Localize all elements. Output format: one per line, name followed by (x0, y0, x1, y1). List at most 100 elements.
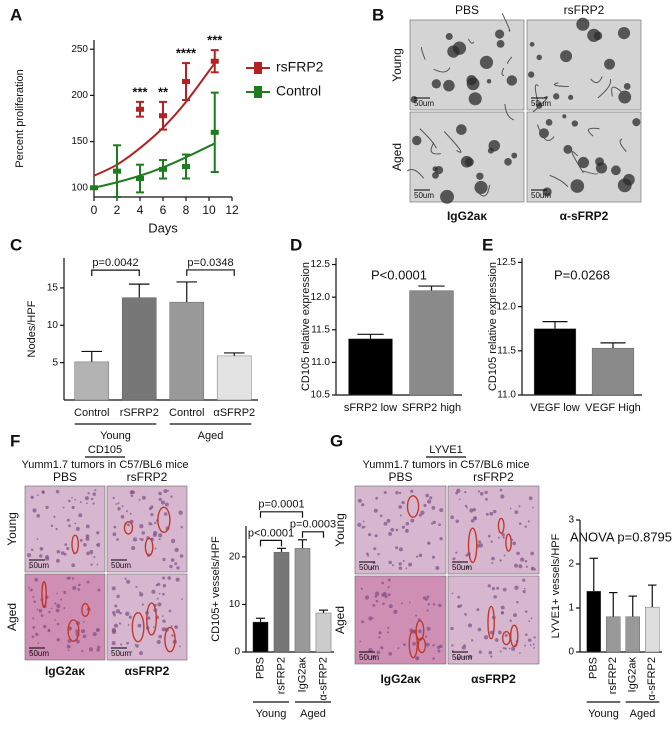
texture (493, 595, 497, 599)
texture (83, 542, 87, 547)
bracket (301, 531, 325, 538)
texture (443, 79, 455, 92)
texture (530, 551, 534, 556)
panel-letter: B (372, 5, 384, 24)
texture (457, 605, 460, 608)
y-axis-label: CD105+ vessels/HPF (210, 536, 222, 642)
texture (111, 586, 116, 591)
point (159, 113, 167, 119)
texture (93, 555, 96, 559)
bar (409, 290, 454, 396)
x-tick-label: SFRP2 high (402, 402, 461, 414)
texture (425, 635, 428, 638)
texture (520, 557, 525, 562)
texture (461, 645, 466, 650)
bar (591, 347, 635, 396)
texture (405, 521, 410, 526)
texture (516, 600, 519, 604)
texture (74, 498, 76, 501)
texture (472, 507, 477, 512)
texture (150, 505, 154, 509)
texture (85, 524, 90, 529)
texture (511, 646, 516, 651)
y-tick-label: 11.0 (311, 357, 330, 368)
bar (216, 355, 252, 401)
texture (130, 494, 134, 498)
texture (491, 562, 494, 564)
texture (71, 505, 75, 510)
texture (88, 647, 94, 652)
texture (56, 550, 61, 554)
texture (131, 612, 145, 643)
y-axis-label: Nodes/HPF (26, 300, 38, 357)
y-tick-label: 0 (568, 647, 574, 658)
texture (382, 591, 387, 596)
texture (45, 556, 50, 561)
x-tick-label: Control (169, 407, 204, 419)
texture (388, 651, 393, 656)
y-tick-label: 12.5 (311, 259, 331, 270)
texture (77, 588, 81, 591)
texture (479, 55, 494, 69)
texture (456, 656, 461, 661)
texture (32, 508, 37, 513)
texture (176, 566, 180, 570)
texture (174, 547, 179, 553)
texture (477, 540, 482, 544)
x-tick-label: Control (74, 407, 109, 419)
x-tick-label: rSFRP2 (120, 407, 159, 419)
texture (467, 623, 473, 628)
texture (147, 616, 151, 620)
micrograph: 50um (354, 485, 447, 575)
point (113, 168, 121, 174)
texture (179, 554, 184, 558)
x-tick-label: VEGF low (530, 402, 580, 414)
texture (174, 625, 179, 629)
texture (164, 626, 176, 653)
y-tick-label: 0 (234, 647, 240, 658)
texture (465, 565, 469, 569)
texture (117, 502, 120, 505)
texture (524, 610, 528, 614)
texture (168, 609, 172, 613)
bar (74, 361, 110, 401)
texture (623, 83, 631, 90)
texture (455, 551, 458, 554)
row-label: Aged (333, 606, 347, 634)
texture (527, 520, 530, 523)
texture (67, 576, 71, 580)
texture (79, 539, 83, 542)
texture (139, 592, 144, 597)
texture (115, 503, 118, 505)
texture (156, 597, 159, 600)
texture (395, 546, 399, 550)
texture (362, 520, 365, 523)
texture (494, 638, 499, 642)
texture (370, 566, 374, 570)
texture (162, 557, 166, 562)
texture (485, 512, 489, 516)
y-tick-label: 12.0 (497, 301, 517, 312)
texture (361, 525, 365, 529)
x-tick-label: 0 (91, 203, 98, 217)
texture (524, 525, 527, 528)
texture (174, 562, 178, 566)
texture (81, 629, 86, 634)
texture (36, 494, 39, 497)
texture (528, 620, 531, 622)
texture (357, 522, 362, 527)
texture (536, 54, 543, 61)
texture (28, 586, 31, 589)
texture (372, 603, 376, 607)
texture (157, 506, 171, 534)
p-value: p<0.0001 (248, 527, 294, 539)
image-bg (24, 485, 106, 573)
texture (491, 586, 496, 591)
texture (170, 625, 173, 628)
texture (479, 491, 484, 496)
texture (97, 588, 101, 592)
texture (116, 538, 119, 541)
texture (132, 537, 138, 542)
texture (402, 559, 405, 562)
texture (144, 537, 154, 557)
